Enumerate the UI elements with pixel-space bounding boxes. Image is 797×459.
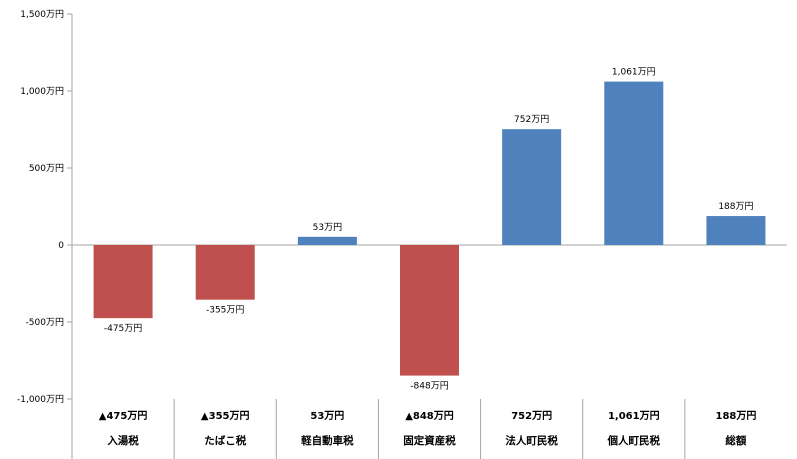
table-value: ▲848万円 [405,410,454,422]
table-value: 752万円 [511,410,552,422]
data-label: -355万円 [206,305,244,316]
bar [195,245,255,300]
category-label: 固定資産税 [403,434,456,447]
data-label: -848万円 [410,381,448,392]
data-label: 53万円 [313,222,342,233]
category-label: 法人町民税 [505,434,558,447]
bar [706,216,766,245]
y-tick-label: -500万円 [26,317,64,328]
category-label: 軽自動車税 [301,434,354,447]
category-label: 総額 [725,434,746,447]
bar [297,236,357,245]
bar [502,129,562,245]
y-tick-label: 1,500万円 [20,9,64,20]
bar [93,245,153,319]
table-value: 188万円 [715,410,756,422]
table-value: 1,061万円 [608,410,660,422]
category-label: 入湯税 [107,434,139,447]
data-label: 1,061万円 [612,67,656,78]
y-tick-label: 500万円 [29,163,64,174]
category-label: たばこ税 [204,434,246,447]
bar [604,81,664,245]
y-tick-label: 0 [58,241,64,251]
y-tick-label: 1,000万円 [20,86,64,97]
category-label: 個人町民税 [607,434,661,447]
bar [400,245,459,376]
data-label: 188万円 [718,201,753,212]
table-value: ▲355万円 [201,410,250,422]
data-label: -475万円 [104,323,142,334]
table-value: 53万円 [310,410,344,422]
y-tick-label: -1,000万円 [17,394,64,405]
table-value: ▲475万円 [99,410,148,422]
data-label: 752万円 [514,114,549,125]
